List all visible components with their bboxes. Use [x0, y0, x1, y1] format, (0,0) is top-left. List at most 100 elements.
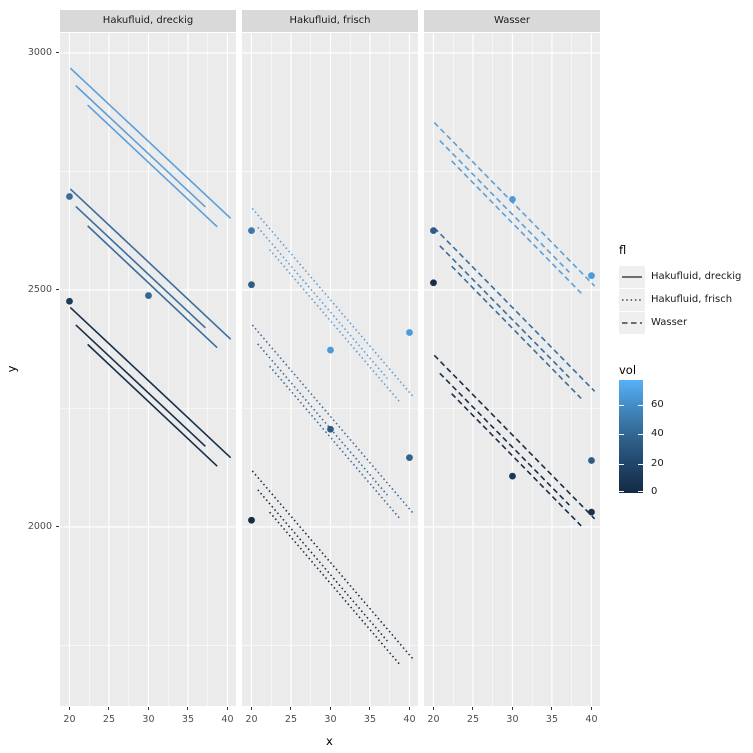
- trend-line: [75, 205, 206, 329]
- facet-strip-label: Hakufluid, dreckig: [102, 15, 194, 26]
- y-tick-label: 3000: [27, 47, 52, 58]
- linetype-legend-title: fl: [619, 243, 627, 257]
- color-legend-title: vol: [619, 363, 637, 377]
- trend-line: [75, 85, 206, 208]
- colorbar-tick: [638, 434, 643, 435]
- color-gradient-bar: [619, 380, 643, 493]
- colorbar-tick: [619, 405, 624, 406]
- trend-line: [257, 343, 388, 496]
- colorbar-label: 0: [651, 486, 658, 497]
- trend-line: [87, 104, 218, 228]
- data-point: [430, 227, 437, 235]
- trend-line: [439, 372, 570, 506]
- x-tick-label: 25: [466, 714, 480, 725]
- data-point: [509, 472, 516, 480]
- colorbar-tick: [619, 464, 624, 465]
- data-point: [588, 272, 595, 280]
- colorbar-tick: [619, 491, 624, 492]
- y-axis-title: y: [4, 365, 19, 373]
- x-axis-tick: [432, 707, 434, 710]
- data-point: [430, 279, 437, 287]
- legend-key-dashed-icon: [619, 312, 645, 334]
- data-point: [327, 425, 334, 433]
- data-point: [588, 457, 595, 464]
- trend-line: [75, 324, 206, 447]
- x-tick-label: 40: [585, 714, 598, 725]
- x-tick-label: 35: [545, 714, 559, 725]
- x-axis-tick: [408, 707, 410, 710]
- facet-panel-dreckig: [60, 33, 236, 706]
- colorbar-label: 60: [651, 399, 664, 410]
- colorbar-tick: [638, 464, 643, 465]
- trend-line: [69, 188, 232, 340]
- trend-line: [439, 245, 570, 379]
- x-axis-tick: [108, 707, 110, 710]
- facet-panel-frisch: [242, 33, 418, 706]
- x-axis-tick: [511, 707, 513, 710]
- x-tick-label: 30: [324, 714, 337, 725]
- x-tick-label: 20: [245, 714, 258, 725]
- trend-line: [257, 226, 388, 380]
- x-axis-tick: [147, 707, 149, 710]
- x-tick-label: 25: [284, 714, 298, 725]
- x-tick-label: 30: [506, 714, 519, 725]
- x-axis-tick: [329, 707, 331, 710]
- x-tick-label: 40: [403, 714, 416, 725]
- x-axis-tick: [250, 707, 252, 710]
- trend-line: [87, 225, 218, 349]
- colorbar-tick: [638, 491, 643, 492]
- x-axis-tick: [68, 707, 70, 710]
- legend-label: Hakufluid, frisch: [651, 294, 733, 305]
- x-tick-label: 25: [102, 714, 116, 725]
- data-point: [588, 508, 595, 516]
- data-point: [248, 227, 255, 235]
- x-tick-label: 20: [427, 714, 440, 725]
- trend-line: [251, 470, 414, 660]
- x-axis-tick: [472, 707, 474, 710]
- trend-line: [87, 343, 218, 467]
- data-point: [406, 329, 413, 336]
- trend-line: [451, 265, 582, 399]
- y-tick-label: 2500: [27, 284, 52, 295]
- x-axis-title: x: [326, 734, 333, 748]
- colorbar-label: 20: [651, 458, 664, 469]
- y-tick-label: 2000: [27, 521, 52, 532]
- facet-strip-wasser: Wasser: [424, 10, 600, 32]
- legend-label: Hakufluid, dreckig: [651, 271, 742, 282]
- x-tick-label: 40: [221, 714, 234, 725]
- y-axis-tick: [56, 289, 59, 291]
- y-axis-tick: [56, 52, 59, 54]
- trend-line: [451, 160, 582, 294]
- trend-line: [269, 365, 400, 519]
- trend-line: [251, 324, 414, 514]
- x-axis-tick: [226, 707, 228, 710]
- facet-strip-label: Hakufluid, frisch: [289, 15, 371, 26]
- legend-key-dotted-icon: [619, 289, 645, 311]
- trend-line: [69, 306, 232, 459]
- x-axis-tick: [590, 707, 592, 710]
- data-point: [145, 292, 152, 299]
- x-axis-tick: [551, 707, 553, 710]
- facet-strip-frisch: Hakufluid, frisch: [242, 10, 418, 32]
- legend-label: Wasser: [651, 317, 688, 328]
- data-point: [327, 346, 334, 354]
- colorbar-tick: [619, 434, 624, 435]
- y-axis-tick: [56, 526, 59, 528]
- trend-line: [433, 227, 596, 392]
- trend-line: [257, 489, 388, 642]
- data-point: [406, 454, 413, 462]
- facet-strip-label: Wasser: [493, 15, 531, 26]
- trend-line: [433, 354, 596, 520]
- facet-strip-dreckig: Hakufluid, dreckig: [60, 10, 236, 32]
- trend-line: [269, 511, 400, 665]
- x-axis-tick: [187, 707, 189, 710]
- data-point: [248, 281, 255, 289]
- trend-line: [451, 393, 582, 527]
- data-point: [66, 193, 73, 200]
- trend-line: [433, 122, 596, 287]
- colorbar-label: 40: [651, 428, 664, 439]
- trend-line: [251, 207, 414, 397]
- facet-panel-wasser: [424, 33, 600, 706]
- trend-line: [69, 67, 232, 219]
